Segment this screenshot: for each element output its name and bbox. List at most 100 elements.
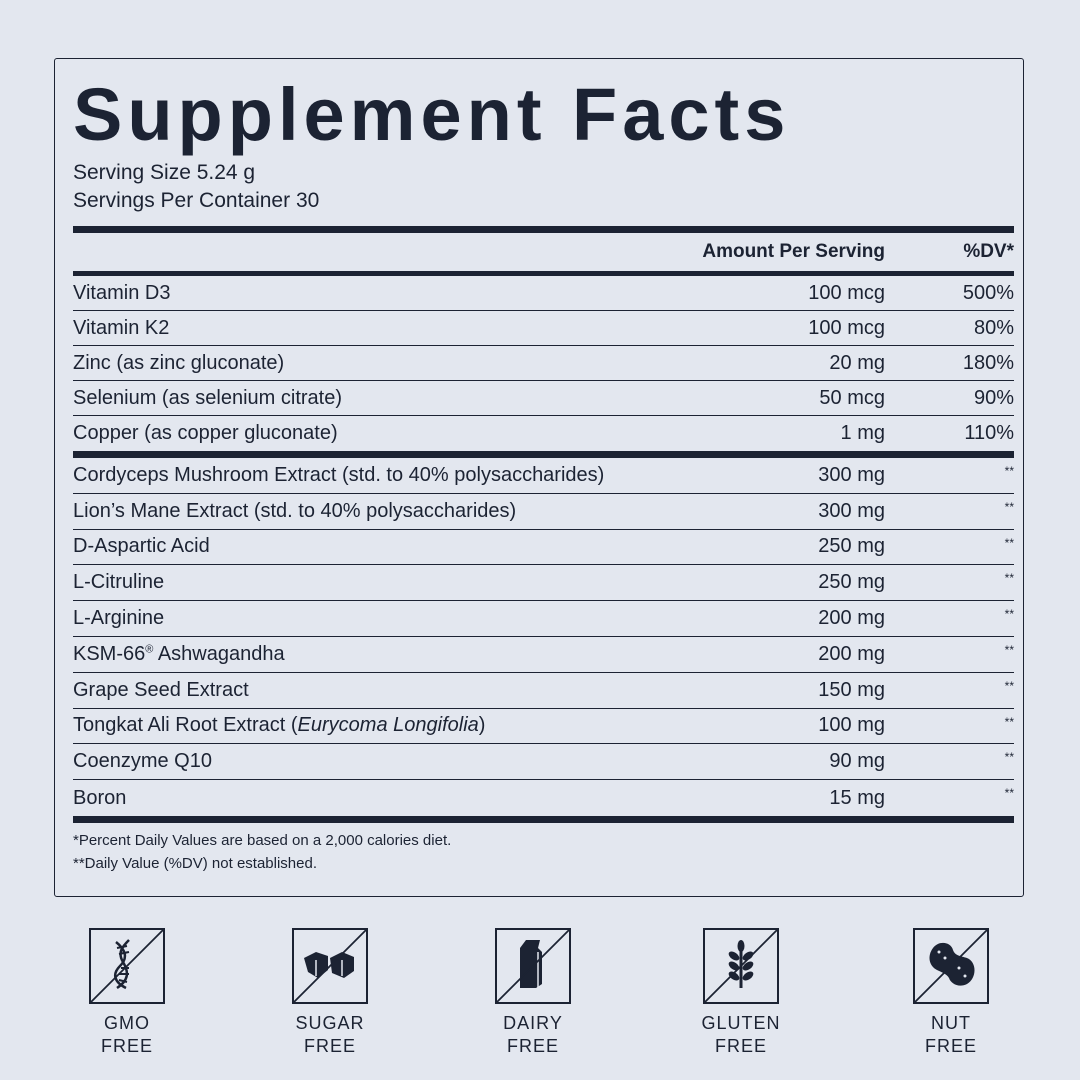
- badge-label-line2: FREE: [506, 1036, 559, 1056]
- ingredient-name: L-Citruline: [73, 571, 685, 594]
- ingredient-amount: 300 mg: [818, 463, 885, 486]
- ingredient-dv: 180%: [962, 351, 1014, 374]
- dv-header: %DV*: [963, 241, 1014, 262]
- badge-label-line1: SUGAR: [295, 1013, 365, 1033]
- ingredient-name: Cordyceps Mushroom Extract (std. to 40% …: [73, 464, 685, 487]
- table-row: D-Aspartic Acid 250 mg **: [73, 530, 1014, 566]
- ingredient-dv: 80%: [973, 316, 1014, 339]
- ingredient-name: Boron: [73, 787, 685, 810]
- ingredient-amount: 150 mg: [818, 678, 885, 701]
- table-row: L-Arginine 200 mg **: [73, 601, 1014, 637]
- badge-label-line2: FREE: [924, 1036, 977, 1056]
- ingredient-amount: 20 mg: [829, 351, 885, 374]
- table-row: Vitamin K2 100 mcg 80%: [73, 311, 1014, 346]
- badge-nut-free: NUT FREE: [891, 928, 1011, 1058]
- ingredients-table: Cordyceps Mushroom Extract (std. to 40% …: [73, 458, 1014, 816]
- ingredient-name: L-Arginine: [73, 607, 685, 630]
- table-row: Coenzyme Q10 90 mg **: [73, 744, 1014, 781]
- ingredient-name-text: Cordyceps Mushroom Extract (std. to 40% …: [73, 463, 605, 486]
- ingredient-name: D-Aspartic Acid: [73, 535, 685, 558]
- peanut-icon: [913, 928, 989, 1004]
- ingredient-amount: 200 mg: [818, 607, 885, 630]
- ingredient-dv: **: [1004, 642, 1014, 657]
- divider-thick: [73, 226, 1014, 233]
- ingredient-name-text: Tongkat Ali Root Extract (: [73, 714, 298, 737]
- ingredient-name: Grape Seed Extract: [73, 679, 685, 702]
- divider-thick: [73, 815, 1014, 823]
- ingredient-name: Tongkat Ali Root Extract (Eurycoma Longi…: [73, 714, 685, 737]
- ingredient-amount: 50 mcg: [819, 386, 885, 409]
- table-row: Grape Seed Extract 150 mg **: [73, 673, 1014, 709]
- sugar-cubes-icon: [292, 928, 368, 1004]
- ingredient-amount: 100 mg: [818, 714, 885, 737]
- badge-dairy-free: DAIRY FREE: [473, 928, 593, 1058]
- ingredient-amount: 200 mg: [818, 642, 885, 665]
- ingredient-name-text: L-Citruline: [73, 571, 165, 594]
- ingredient-name-text: Copper (as copper gluconate): [73, 422, 338, 444]
- footnote-dv: *Percent Daily Values are based on a 2,0…: [73, 831, 452, 849]
- table-row: Lion’s Mane Extract (std. to 40% polysac…: [73, 494, 1014, 530]
- ingredient-name-text: Lion’s Mane Extract (std. to 40% polysac…: [73, 499, 517, 522]
- ingredient-amount: 100 mcg: [808, 316, 885, 339]
- table-row: Selenium (as selenium citrate) 50 mcg 90%: [73, 381, 1014, 416]
- ingredient-name-text: Vitamin K2: [73, 316, 170, 339]
- table-row: Zinc (as zinc gluconate) 20 mg 180%: [73, 346, 1014, 381]
- ingredient-name-text: Zinc (as zinc gluconate): [73, 351, 285, 374]
- milk-carton-icon: [495, 928, 571, 1004]
- ingredient-name: Copper (as copper gluconate): [73, 422, 685, 445]
- ingredient-name: Vitamin D3: [73, 282, 685, 305]
- ingredient-name-text: Selenium (as selenium citrate): [73, 386, 342, 409]
- badge-label-line2: FREE: [714, 1036, 767, 1056]
- badge-label-line1: GMO: [104, 1013, 150, 1033]
- table-header: Amount Per Serving %DV*: [73, 233, 1014, 271]
- supplement-facts-panel: Supplement Facts Serving Size 5.24 g Ser…: [54, 58, 1024, 897]
- ingredient-name: Vitamin K2: [73, 317, 685, 340]
- ingredient-dv: **: [1004, 499, 1014, 514]
- serving-size: Serving Size 5.24 g: [73, 161, 256, 184]
- badge-label-line2: FREE: [303, 1036, 356, 1056]
- ingredient-name: Zinc (as zinc gluconate): [73, 352, 685, 375]
- ingredient-amount: 15 mg: [829, 786, 885, 809]
- ingredient-name-text: Vitamin D3: [73, 281, 171, 304]
- servings-per-container: Servings Per Container 30: [73, 189, 320, 212]
- ingredient-dv: **: [1004, 678, 1014, 693]
- ingredient-dv: **: [1004, 571, 1014, 586]
- ingredient-dv: **: [1004, 714, 1014, 729]
- ingredient-name-text: Coenzyme Q10: [73, 750, 212, 773]
- ingredient-name-text: D-Aspartic Acid: [73, 535, 210, 558]
- ingredient-name: Lion’s Mane Extract (std. to 40% polysac…: [73, 500, 685, 523]
- ingredient-dv: **: [1004, 786, 1014, 801]
- divider-mid: [73, 271, 1014, 276]
- registered-mark: ®: [145, 643, 154, 656]
- dna-icon: [89, 928, 165, 1004]
- divider-thick: [73, 451, 1014, 458]
- badge-label-line1: DAIRY: [503, 1013, 563, 1033]
- table-row: Vitamin D3 100 mcg 500%: [73, 276, 1014, 311]
- ingredient-name: KSM-66® Ashwagandha: [73, 643, 685, 666]
- ingredient-name-suffix: Ashwagandha: [153, 642, 285, 665]
- ingredient-dv: **: [1004, 607, 1014, 622]
- ingredient-dv: **: [1004, 535, 1014, 550]
- ingredient-name-suffix: ): [478, 714, 486, 737]
- badge-label-line2: FREE: [100, 1036, 153, 1056]
- ingredient-amount: 250 mg: [818, 535, 885, 558]
- table-row: Tongkat Ali Root Extract (Eurycoma Longi…: [73, 709, 1014, 745]
- table-row: L-Citruline 250 mg **: [73, 565, 1014, 602]
- ingredient-amount: 250 mg: [818, 571, 885, 594]
- botanical-name: Eurycoma Longifolia: [297, 714, 479, 737]
- ingredient-dv: 500%: [962, 281, 1014, 304]
- vitamins-table: Vitamin D3 100 mcg 500% Vitamin K2 100 mcg 80…: [73, 276, 1014, 451]
- badge-label-line1: NUT: [931, 1013, 971, 1033]
- amount-header: Amount Per Serving: [702, 241, 885, 262]
- ingredient-name-text: Boron: [73, 786, 127, 809]
- ingredient-dv: 110%: [964, 422, 1014, 444]
- badge-sugar-free: SUGAR FREE: [270, 928, 390, 1058]
- ingredient-amount: 300 mg: [818, 499, 885, 522]
- ingredient-amount: 90 mg: [829, 750, 885, 773]
- badge-label-line1: GLUTEN: [701, 1013, 781, 1033]
- badge-gluten-free: GLUTEN FREE: [681, 928, 801, 1058]
- ingredient-name-text: L-Arginine: [73, 607, 165, 630]
- table-row: Boron 15 mg **: [73, 780, 1014, 816]
- ingredient-dv: **: [1004, 464, 1014, 478]
- ingredient-dv: **: [1004, 750, 1014, 765]
